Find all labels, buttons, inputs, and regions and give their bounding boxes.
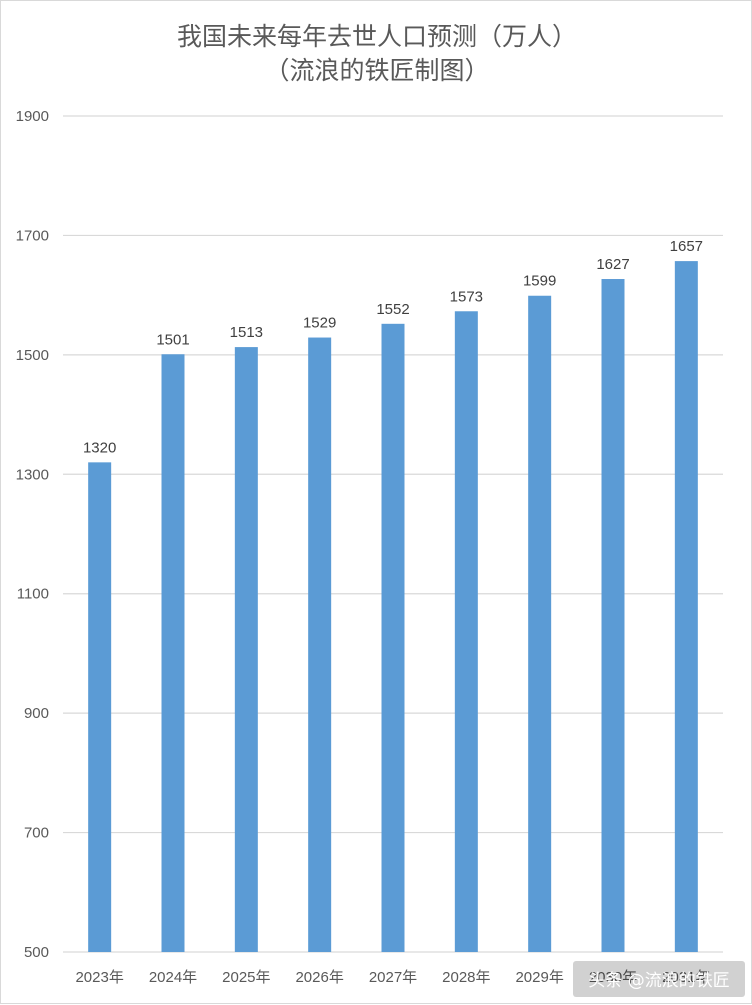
watermark: 头条 @流浪的铁匠 [573, 961, 745, 997]
bar [234, 347, 258, 952]
x-tick-label: 2028年 [442, 969, 490, 986]
y-tick-label: 1900 [16, 108, 49, 125]
bar [674, 261, 698, 952]
bar [528, 295, 552, 952]
x-tick-label: 2023年 [75, 969, 123, 986]
data-label: 1657 [670, 238, 703, 255]
data-labels: 1320 1501 1513 1529 1552 1573 1599 1627 1657 [83, 238, 703, 456]
x-tick-label: 2027年 [369, 969, 417, 986]
x-tick-label: 2031年 [662, 969, 710, 986]
y-tick-label: 1100 [17, 586, 49, 603]
watermark-text: 头条 @流浪的铁匠 [588, 971, 729, 991]
data-label: 1513 [230, 324, 263, 341]
bars [88, 261, 698, 952]
chart-title: 我国未来每年去世人口预测（万人） [177, 22, 577, 51]
bar [88, 462, 112, 952]
data-label: 1320 [83, 439, 116, 456]
data-label: 1599 [523, 273, 556, 290]
x-tick-label: 2030年 [589, 969, 637, 986]
bar [454, 311, 478, 952]
data-label: 1501 [156, 331, 189, 348]
y-tick-label: 1500 [16, 347, 49, 364]
x-axis-ticks: 2023年 2024年 2025年 2026年 2027年 2028年 2029年 2030年… [75, 969, 710, 986]
x-tick-label: 2029年 [515, 969, 563, 986]
bar [161, 354, 185, 952]
y-tick-label: 1700 [16, 227, 49, 244]
x-tick-label: 2025年 [222, 969, 270, 986]
bar [308, 337, 332, 952]
chart-subtitle: （流浪的铁匠制图） [264, 56, 489, 85]
y-tick-label: 700 [24, 825, 49, 842]
data-label: 1529 [303, 315, 336, 332]
bar [381, 323, 405, 952]
data-label: 1627 [596, 256, 629, 273]
y-tick-label: 500 [24, 944, 49, 961]
x-tick-label: 2024年 [149, 969, 197, 986]
y-axis-ticks: 500 700 900 1100 1300 1500 1700 1900 [16, 108, 49, 961]
x-tick-label: 2026年 [295, 969, 343, 986]
y-tick-label: 900 [24, 705, 49, 722]
y-tick-label: 1300 [16, 466, 49, 483]
data-label: 1552 [376, 301, 409, 318]
bar [601, 279, 625, 952]
data-label: 1573 [450, 288, 483, 305]
